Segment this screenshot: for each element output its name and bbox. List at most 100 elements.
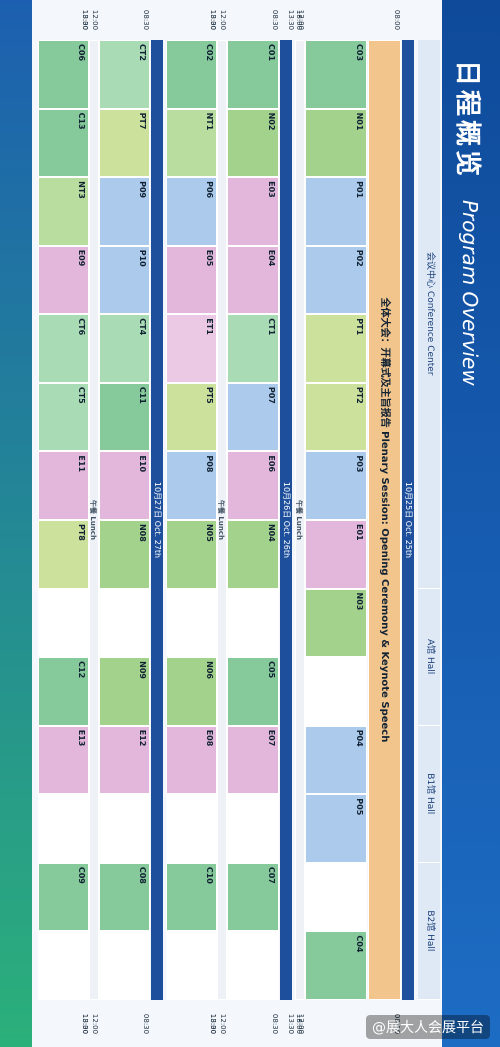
time-label: 08:00 (393, 9, 401, 31)
time-label: 13:30 (287, 1013, 295, 1035)
session: E04 (227, 245, 279, 315)
time-label: 12:00 (219, 9, 228, 31)
empty-cell (99, 931, 150, 1000)
day-label: 10月25日 Oct. 25th (402, 40, 414, 1000)
watermark: @展大人会展平台 (366, 1015, 490, 1039)
title-cn: 日程概览 (452, 60, 482, 181)
session: P06 (166, 177, 218, 246)
session: E13 (38, 725, 89, 795)
session: P04 (305, 725, 367, 795)
time-label: 12:00 (219, 1013, 228, 1035)
session: C06 (38, 40, 89, 109)
time-label: 08:30 (271, 9, 279, 31)
day-label: 10月26日 Oct. 26th (280, 40, 292, 1000)
session: E11 (38, 451, 89, 520)
time-label: 18:00 (81, 1013, 89, 1035)
session: P07 (227, 382, 279, 452)
session: N03 (305, 588, 367, 658)
session: PT8 (38, 519, 89, 589)
session: C13 (38, 108, 89, 178)
session: PT1 (305, 314, 367, 383)
time-label: 18:00 (81, 9, 89, 31)
session: E09 (38, 245, 89, 315)
session: N01 (305, 108, 367, 178)
session: C04 (305, 931, 367, 1000)
session: E08 (166, 725, 218, 795)
time-label: 08:30 (271, 1013, 279, 1035)
session: E10 (99, 451, 150, 520)
footer-band (0, 0, 32, 1047)
session: PT5 (166, 382, 218, 452)
session: ET1 (166, 314, 218, 383)
empty-cell (38, 794, 89, 863)
empty-cell (99, 588, 150, 658)
empty-cell (166, 931, 218, 1000)
session: PT7 (99, 108, 150, 178)
empty-cell (305, 657, 367, 726)
empty-cell (227, 931, 279, 1000)
empty-cell (227, 794, 279, 863)
session: C02 (166, 40, 218, 109)
venue-header: B2馆 Hall (418, 862, 440, 1000)
session: CT5 (38, 382, 89, 452)
session: P10 (99, 245, 150, 315)
session: E06 (227, 451, 279, 520)
time-label: 18:00 (209, 9, 218, 31)
session: E07 (227, 725, 279, 795)
session: CT1 (227, 314, 279, 383)
session: C03 (305, 40, 367, 109)
session: E05 (166, 245, 218, 315)
session: CT6 (38, 314, 89, 383)
session: N09 (99, 657, 150, 726)
venue-header: 会议中心 Conference Center (418, 40, 440, 589)
session: N06 (166, 657, 218, 726)
session: CT4 (99, 314, 150, 383)
lunch: 午餐 Lunch (89, 40, 99, 1000)
session: NT3 (38, 177, 89, 246)
session: N04 (227, 519, 279, 589)
empty-cell (166, 588, 218, 658)
session: C11 (99, 382, 150, 452)
session: C01 (227, 40, 279, 109)
session: P05 (305, 794, 367, 863)
time-label: 12:00 (91, 1013, 99, 1035)
lunch: 午餐 Lunch (217, 40, 228, 1000)
time-label: 13:30 (287, 9, 295, 31)
time-label: 18:00 (209, 1013, 218, 1035)
empty-cell (38, 588, 89, 658)
day-label: 10月27日 Oct. 27th (151, 40, 163, 1000)
session: P01 (305, 177, 367, 246)
empty-cell (227, 588, 279, 658)
time-label: 18:00 (295, 9, 303, 31)
session: PT2 (305, 382, 367, 452)
session: NT1 (166, 108, 218, 178)
time-label: 08:30 (142, 1013, 150, 1035)
session: N02 (227, 108, 279, 178)
empty-cell (305, 862, 367, 932)
time-label: 08:30 (142, 9, 150, 31)
time-label: 18:00 (295, 1013, 303, 1035)
session: C09 (38, 862, 89, 932)
empty-cell (38, 931, 89, 1000)
session: P08 (166, 451, 218, 520)
session: CT2 (99, 40, 150, 109)
session: N08 (99, 519, 150, 589)
session: C05 (227, 657, 279, 726)
venue-header: A馆 Hall (418, 588, 440, 726)
session: C08 (99, 862, 150, 932)
session: C07 (227, 862, 279, 932)
session: P09 (99, 177, 150, 246)
session: P03 (305, 451, 367, 520)
session: E01 (305, 519, 367, 589)
session: N05 (166, 519, 218, 589)
session: C12 (38, 657, 89, 726)
lunch: 午餐 Lunch (295, 40, 305, 1000)
empty-cell (166, 794, 218, 863)
session: P02 (305, 245, 367, 315)
session: E12 (99, 725, 150, 795)
session: C10 (166, 862, 218, 932)
title-en: Program Overview (458, 200, 482, 386)
time-label: 12:00 (91, 9, 99, 31)
session: E03 (227, 177, 279, 246)
